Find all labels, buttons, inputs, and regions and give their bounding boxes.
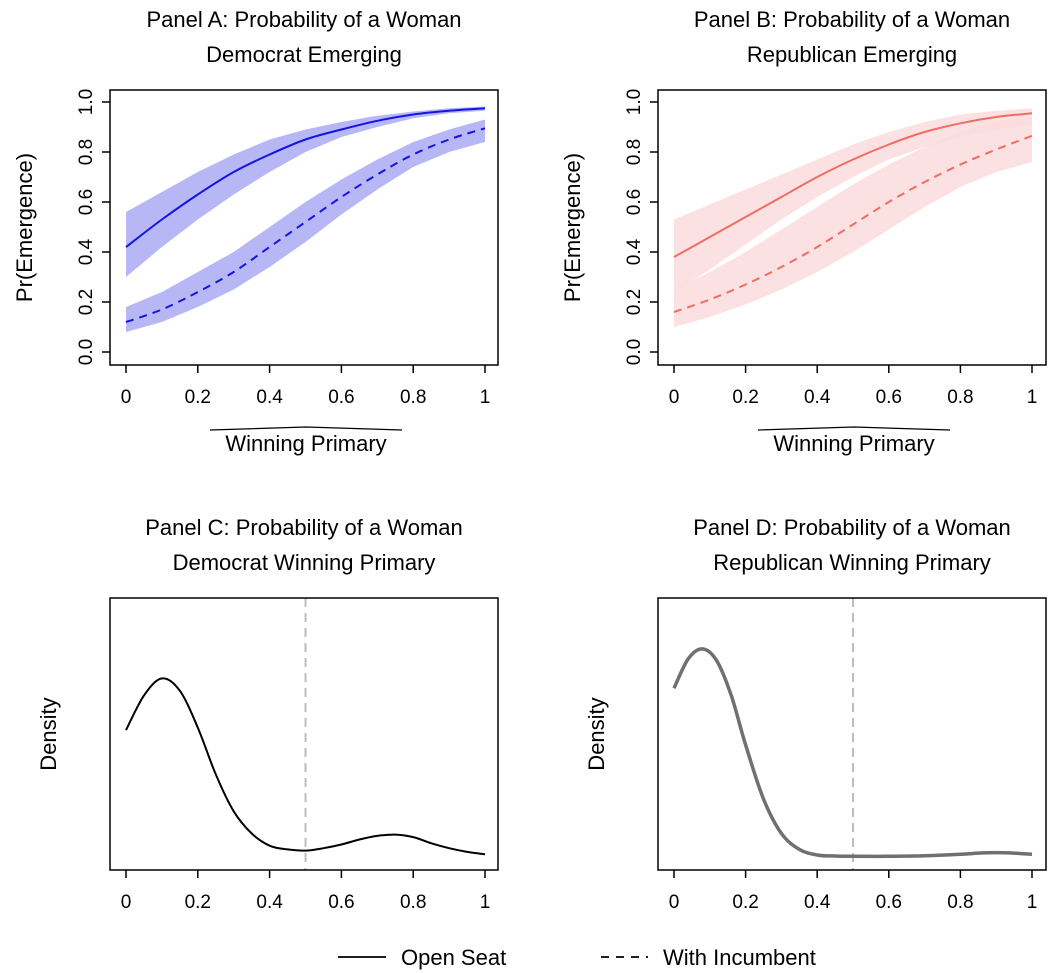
series-line-with-incumbent <box>673 134 1033 313</box>
panel-title-line: Panel A: Probability of a Woman <box>146 7 461 32</box>
y-tick-label: 1.0 <box>76 89 97 115</box>
y-axis-label: Density <box>36 697 61 770</box>
x-tick-label: 1 <box>480 892 491 913</box>
x-tick-label: 0.8 <box>400 892 426 913</box>
x-tick-label: 0.2 <box>732 892 758 913</box>
plot-frame <box>657 597 1047 871</box>
confidence-band <box>126 119 485 332</box>
y-tick-label: 0.8 <box>76 139 97 165</box>
y-tick-label: 0.8 <box>624 139 645 165</box>
x-tick-label: 0.8 <box>947 892 973 913</box>
x-tick-label: 0.4 <box>256 892 283 913</box>
confidence-band <box>674 117 1032 327</box>
y-tick-label: 0.2 <box>624 289 645 315</box>
y-tick-label: 1.0 <box>624 89 645 115</box>
x-tick-label: 1 <box>1027 892 1038 913</box>
confidence-band <box>126 106 485 277</box>
y-axis-label: Pr(Emergence) <box>560 153 585 302</box>
x-axis-label: Winning Primary <box>225 431 386 456</box>
plot-frame <box>109 597 499 871</box>
panel-title-line: Republican Winning Primary <box>713 550 991 575</box>
panel-title-line: Panel D: Probability of a Woman <box>693 515 1011 540</box>
x-tick-label: 0.4 <box>256 387 283 408</box>
plot-frame <box>109 89 499 366</box>
x-tick-label: 1 <box>480 387 491 408</box>
plot-frame <box>657 89 1047 366</box>
panel-title-line: Republican Emerging <box>747 42 957 67</box>
x-tick-label: 0.4 <box>804 387 831 408</box>
legend-label: Open Seat <box>401 945 506 970</box>
panel-title-line: Panel C: Probability of a Woman <box>145 515 463 540</box>
y-axis-label: Pr(Emergence) <box>12 153 37 302</box>
x-axis-label-overbar <box>757 426 951 431</box>
x-axis-label-overbar <box>209 426 403 431</box>
x-tick-label: 0.2 <box>185 387 211 408</box>
x-tick-label: 0.8 <box>947 387 973 408</box>
x-tick-label: 0.6 <box>876 387 902 408</box>
panel-d: Panel D: Probability of a Woman Republica… <box>584 515 1047 913</box>
x-tick-label: 0.6 <box>876 892 902 913</box>
y-tick-label: 0.0 <box>624 339 645 365</box>
x-tick-label: 0 <box>669 387 680 408</box>
x-tick-label: 1 <box>1027 387 1038 408</box>
x-tick-label: 0.2 <box>185 892 211 913</box>
x-axis-label: Winning Primary <box>773 431 934 456</box>
x-tick-label: 0.2 <box>732 387 758 408</box>
panel-a: Panel A: Probability of a Woman Democrat … <box>12 7 499 456</box>
y-tick-label: 0.2 <box>76 289 97 315</box>
y-tick-label: 0.0 <box>76 339 97 365</box>
series-line-open-seat <box>125 107 486 248</box>
x-tick-label: 0.8 <box>400 387 426 408</box>
panel-title-line: Panel B: Probability of a Woman <box>694 7 1010 32</box>
legend-label: With Incumbent <box>663 945 816 970</box>
y-axis-label: Density <box>584 697 609 770</box>
x-tick-label: 0.4 <box>804 892 831 913</box>
legend: Open Seat With Incumbent <box>338 945 816 970</box>
x-tick-label: 0 <box>669 892 680 913</box>
x-tick-label: 0.6 <box>328 387 354 408</box>
series-line-open-seat <box>125 677 486 856</box>
x-tick-label: 0.6 <box>328 892 354 913</box>
series-line-open-seat <box>673 112 1033 258</box>
panel-b: Panel B: Probability of a Woman Republica… <box>560 7 1047 456</box>
y-tick-label: 0.4 <box>76 238 97 265</box>
y-tick-label: 0.4 <box>624 238 645 265</box>
panel-title-line: Democrat Emerging <box>206 42 402 67</box>
panel-c: Panel C: Probability of a Woman Democrat … <box>36 515 499 913</box>
series-line-open-seat <box>672 647 1033 859</box>
y-tick-label: 0.6 <box>624 189 645 215</box>
y-tick-label: 0.6 <box>76 189 97 215</box>
panel-title-line: Democrat Winning Primary <box>173 550 436 575</box>
x-tick-label: 0 <box>121 892 132 913</box>
panels: Panel A: Probability of a Woman Democrat … <box>12 7 1047 913</box>
x-tick-label: 0 <box>121 387 132 408</box>
